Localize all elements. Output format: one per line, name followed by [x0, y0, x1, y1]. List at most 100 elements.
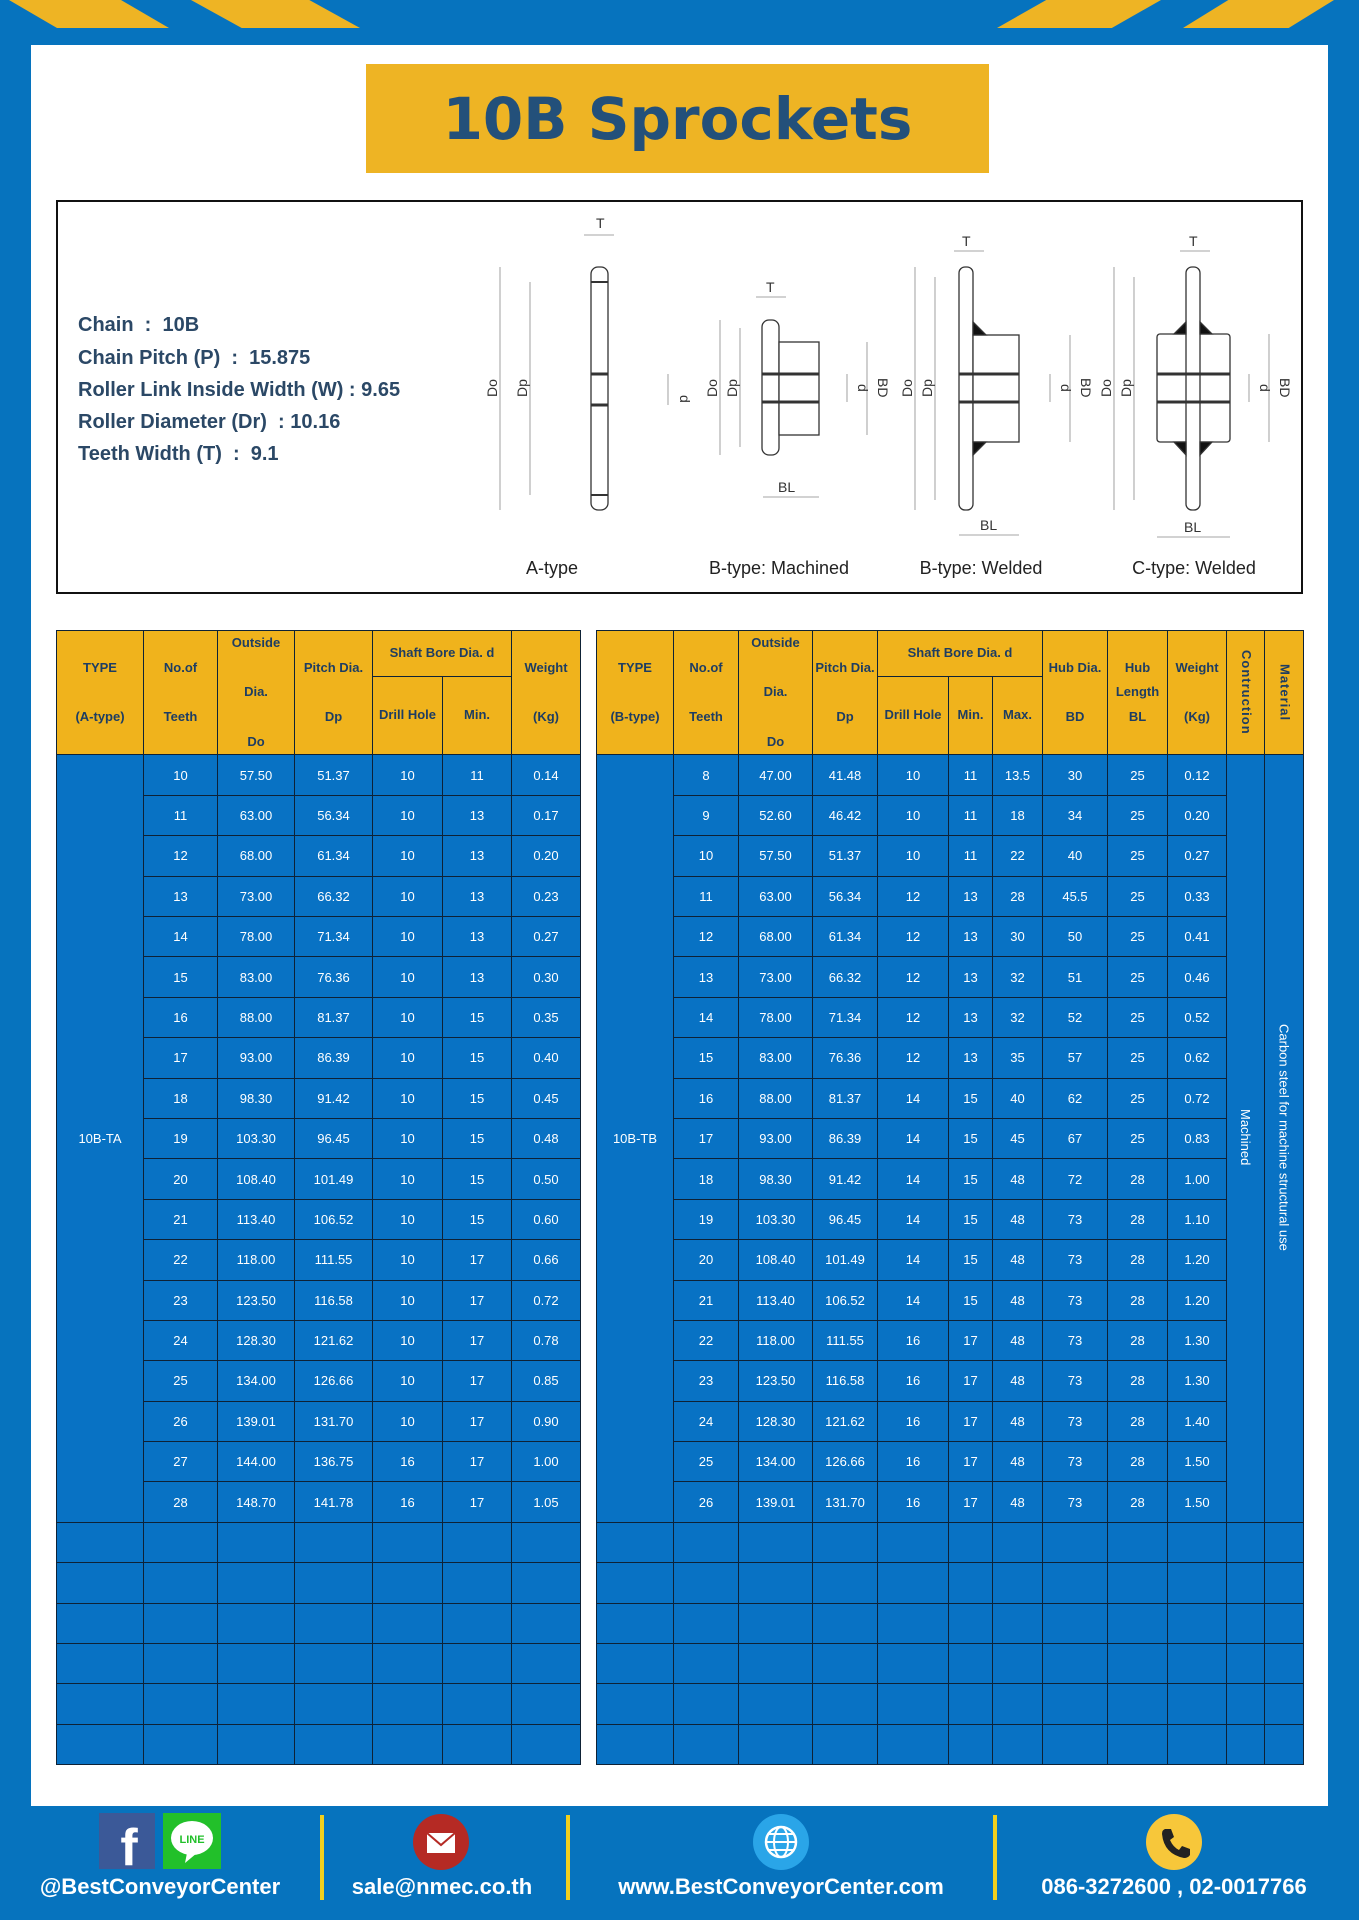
table-cell: 86.39: [294, 1037, 373, 1079]
empty-cell: [1226, 1643, 1265, 1685]
empty-cell: [372, 1723, 443, 1766]
empty-cell: [56, 1562, 144, 1604]
table-cell: 81.37: [812, 1077, 878, 1119]
empty-cell: [217, 1521, 295, 1564]
table-cell: 67: [1042, 1117, 1108, 1160]
empty-cell: [738, 1602, 813, 1645]
table-cell: 0.45: [511, 1077, 581, 1119]
footer-website[interactable]: www.BestConveyorCenter.com: [618, 1874, 944, 1899]
spec-teeth-width: Teeth Width (T) : 9.1: [78, 443, 279, 465]
type-cell: 10B-TA: [56, 754, 144, 1523]
type-cell: 10B-TB: [596, 754, 674, 1523]
table-cell: 0.66: [511, 1239, 581, 1281]
table-cell: 10: [143, 754, 218, 796]
table-cell: 0.27: [511, 915, 581, 958]
table-row: 14 78.00 71.34 10 13 0.27: [57, 915, 581, 958]
empty-cell: [1226, 1723, 1265, 1766]
table-cell: 20: [673, 1239, 739, 1281]
table-cell: 23: [673, 1360, 739, 1402]
table-cell: 8: [673, 754, 739, 796]
email-icon[interactable]: [412, 1813, 470, 1871]
table-cell: 10: [372, 1037, 443, 1079]
table-cell: 51.37: [294, 754, 373, 796]
dim-label-bl: BL: [778, 479, 795, 495]
footer-email[interactable]: sale@nmec.co.th: [351, 1874, 533, 1899]
table-row: 10 57.50 51.37 10 11 22 40 25 0.27: [597, 835, 1304, 877]
empty-cell: [1167, 1562, 1227, 1604]
table-cell: 1.00: [1167, 1158, 1227, 1200]
empty-cell: [442, 1521, 512, 1564]
table-cell: 11: [442, 754, 512, 796]
table-cell: 25: [143, 1360, 218, 1402]
table-row: 18 98.30 91.42 10 15 0.45: [57, 1077, 581, 1119]
table-cell: 17: [948, 1360, 993, 1402]
empty-cell: [511, 1683, 581, 1725]
table-cell: 14: [673, 996, 739, 1039]
empty-cell: [442, 1643, 512, 1685]
empty-cell: [217, 1602, 295, 1645]
table-cell: 81.37: [294, 996, 373, 1039]
table-cell: 108.40: [217, 1158, 295, 1200]
empty-cell: [596, 1723, 674, 1766]
dim-label-bd: BD: [875, 378, 891, 397]
empty-cell: [1167, 1723, 1227, 1766]
empty-cell: [143, 1602, 218, 1645]
table-cell: 52.60: [738, 794, 813, 837]
table-cell: 13: [442, 875, 512, 918]
b-type-welded-drawing: [914, 250, 1071, 536]
table-cell: 17: [948, 1441, 993, 1483]
empty-cell: [1042, 1683, 1108, 1725]
empty-cell: [217, 1683, 295, 1725]
table-cell: 73: [1042, 1400, 1108, 1443]
empty-cell: [992, 1683, 1043, 1725]
header-min: Min.: [948, 675, 993, 756]
table-cell: 111.55: [812, 1319, 878, 1362]
empty-cell: [56, 1723, 144, 1766]
table-cell: 73: [1042, 1239, 1108, 1281]
facebook-icon[interactable]: f: [99, 1813, 155, 1869]
table-row: 11 63.00 56.34 10 13 0.17: [57, 794, 581, 837]
dim-label-dp: Dp: [919, 379, 935, 397]
table-cell: 26: [143, 1400, 218, 1443]
table-row: 17 93.00 86.39 14 15 45 67 25 0.83: [597, 1117, 1304, 1160]
table-cell: 10: [372, 875, 443, 918]
table-row: 23 123.50 116.58 16 17 48 73 28 1.30: [597, 1360, 1304, 1402]
table-cell: 19: [673, 1198, 739, 1241]
table-cell: 11: [948, 794, 993, 837]
empty-cell: [294, 1683, 373, 1725]
empty-cell: [143, 1643, 218, 1685]
table-cell: 10: [372, 835, 443, 877]
table-cell: 106.52: [812, 1279, 878, 1321]
empty-cell: [1042, 1723, 1108, 1766]
table-cell: 0.48: [511, 1117, 581, 1160]
table-cell: 141.78: [294, 1481, 373, 1523]
table-cell: 13: [948, 875, 993, 918]
table-cell: 12: [877, 956, 949, 998]
empty-cell: [294, 1562, 373, 1604]
phone-icon[interactable]: [1145, 1813, 1203, 1871]
globe-icon[interactable]: [752, 1813, 810, 1871]
empty-cell: [877, 1562, 949, 1604]
table-cell: 12: [877, 996, 949, 1039]
line-icon[interactable]: LINE: [163, 1813, 221, 1869]
empty-cell: [442, 1602, 512, 1645]
table-cell: 10: [372, 794, 443, 837]
table-cell: 17: [442, 1481, 512, 1523]
table-cell: 15: [442, 996, 512, 1039]
table-cell: 98.30: [738, 1158, 813, 1200]
table-cell: 1.05: [511, 1481, 581, 1523]
table-cell: 78.00: [217, 915, 295, 958]
table-row: 9 52.60 46.42 10 11 18 34 25 0.20: [597, 794, 1304, 837]
table-cell: 28: [1107, 1279, 1168, 1321]
empty-table-row: [596, 1521, 1304, 1564]
empty-cell: [1107, 1643, 1168, 1685]
footer-social-handle[interactable]: @BestConveyorCenter: [39, 1874, 281, 1899]
empty-cell: [143, 1683, 218, 1725]
dim-label-bd: BD: [1277, 378, 1293, 397]
empty-cell: [812, 1723, 878, 1766]
empty-cell: [1042, 1602, 1108, 1645]
table-cell: 25: [1107, 794, 1168, 837]
table-cell: 30: [992, 915, 1043, 958]
table-cell: 10: [877, 835, 949, 877]
footer-phone[interactable]: 086-3272600 , 02-0017766: [1041, 1874, 1307, 1899]
